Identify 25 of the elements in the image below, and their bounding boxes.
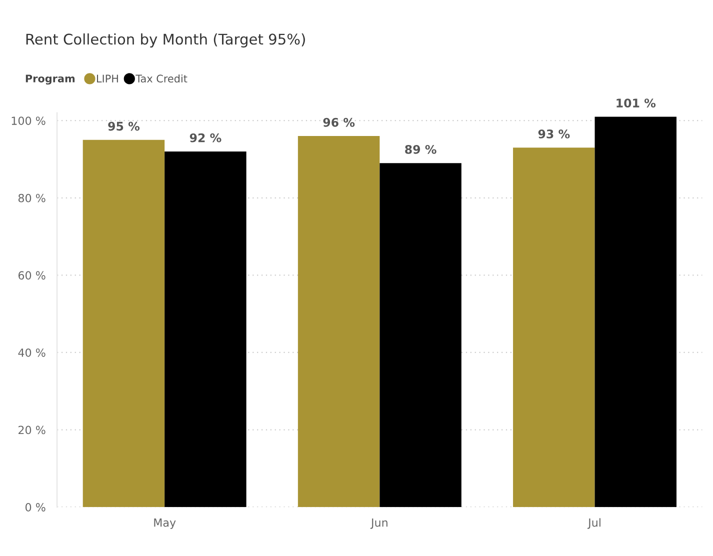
x-tick-label: May [154,518,176,529]
chart-title: Rent Collection by Month (Target 95%) [26,33,305,48]
y-tick-label: 0 % [26,503,46,512]
data-label: 95 % [108,122,140,131]
legend-label: Tax Credit [136,74,188,83]
bar [594,116,676,508]
legend-label: LIPH [97,74,118,82]
bar [513,148,595,508]
bar [380,163,462,508]
y-tick-label: 20 % [18,426,46,434]
x-tick-label: Jul [587,518,600,529]
data-label: 89 % [405,144,436,154]
y-tick-label: 40 % [18,348,46,357]
bar [298,136,380,508]
x-tick-label: Jun [370,518,388,529]
data-label: 96 % [323,118,355,127]
legend-title: Program [26,74,75,85]
data-label: 101 % [616,98,656,108]
y-tick-label: 60 % [18,271,46,280]
bar [82,140,165,508]
data-label: 93 % [538,129,570,138]
y-tick-label: 80 % [18,194,46,202]
y-tick-label: 100 % [12,116,46,125]
data-label: 92 % [190,133,222,142]
bar [164,152,246,508]
